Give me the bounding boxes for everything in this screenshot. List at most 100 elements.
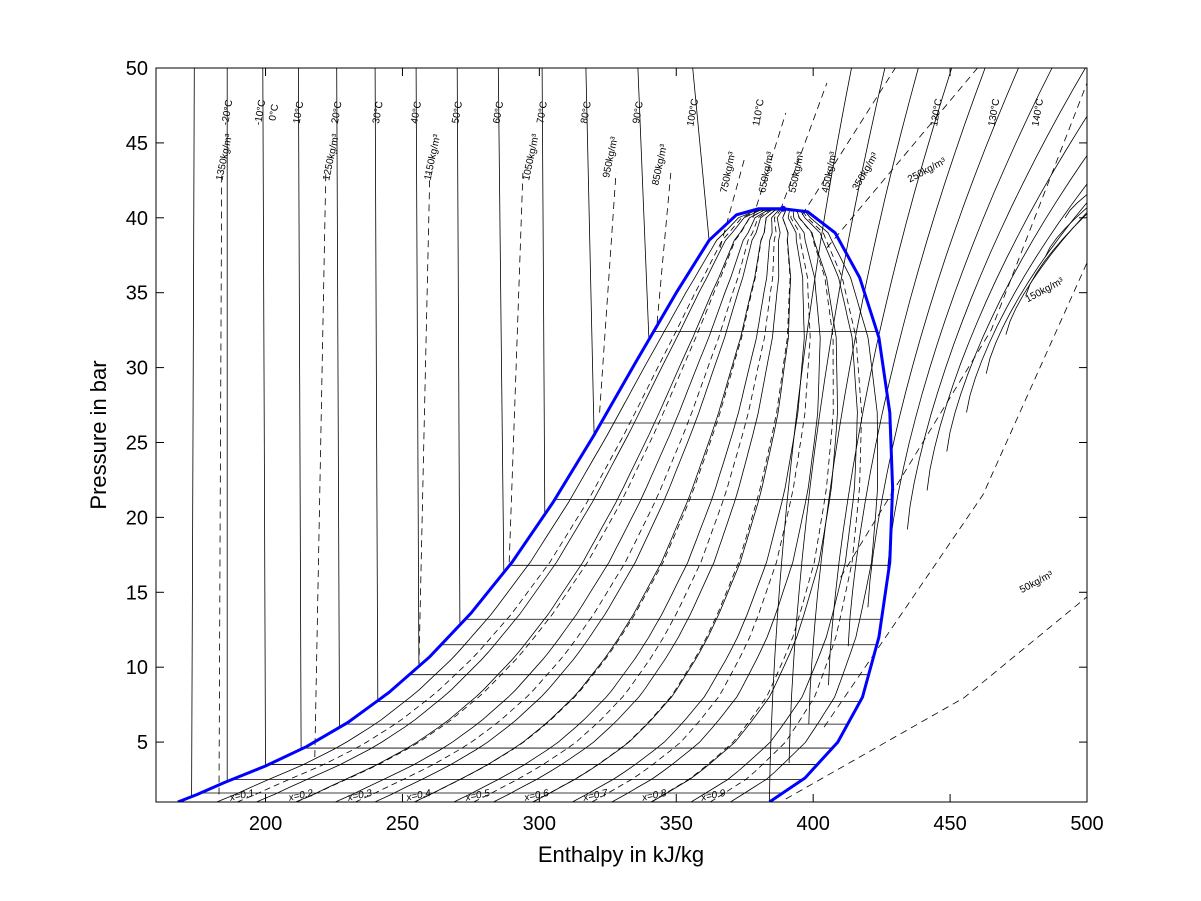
x-tick-label-4: 350 bbox=[660, 813, 693, 835]
two-phase-curve-13 bbox=[690, 208, 858, 802]
vapor-isotherm-14 bbox=[1025, 213, 1087, 296]
y-tick-label-7: 35 bbox=[126, 283, 148, 305]
isochore-6 bbox=[656, 172, 672, 323]
isotherm-5 bbox=[336, 68, 340, 728]
isotherm-label-5: 20°C bbox=[330, 101, 345, 125]
x-tick-label-5: 400 bbox=[796, 813, 829, 835]
two-phase-curve-14 bbox=[730, 208, 878, 802]
isochore-10 bbox=[801, 68, 896, 216]
vapor-isotherm-6 bbox=[867, 68, 1019, 608]
y-tick-label-5: 25 bbox=[126, 432, 148, 454]
vapor-isotherm-10 bbox=[946, 154, 1087, 452]
y-tick-label-3: 15 bbox=[126, 582, 148, 604]
y-tick-label-4: 20 bbox=[126, 507, 148, 529]
saturated-vapor-line bbox=[768, 207, 895, 802]
isotherm-label-17: 140°C bbox=[1030, 98, 1046, 127]
y-tick-label-9: 45 bbox=[126, 133, 148, 155]
two-phase-curve-3 bbox=[295, 208, 784, 802]
isotherm-4 bbox=[298, 68, 302, 749]
saturation-dome-layer bbox=[177, 205, 895, 802]
isochore-5 bbox=[599, 172, 617, 413]
vapor-isotherm-13 bbox=[1005, 211, 1087, 335]
quality-line-1 bbox=[236, 208, 784, 802]
isotherm-label-2: -10°C bbox=[253, 99, 268, 126]
y-tick-label-2: 10 bbox=[126, 657, 148, 679]
two-phase-curve-10 bbox=[572, 208, 805, 802]
quality-label-3: x=0.3 bbox=[346, 788, 374, 804]
vapor-isotherm-4 bbox=[828, 68, 953, 686]
two-phase-curve-4 bbox=[335, 208, 784, 802]
vapor-isotherm-3 bbox=[808, 68, 919, 725]
isochore-3 bbox=[418, 172, 431, 668]
quality-label-7: x=0.7 bbox=[581, 788, 609, 804]
x-axis-title: Enthalpy in kJ/kg bbox=[538, 842, 704, 867]
isotherm-1 bbox=[191, 68, 195, 797]
isotherm-label-14: 110°C bbox=[751, 98, 767, 127]
y-tick-label-10: 50 bbox=[126, 58, 148, 80]
isotherm-label-4: 10°C bbox=[292, 101, 307, 125]
two-phase-curve-11 bbox=[611, 208, 821, 802]
vapor-isotherm-7 bbox=[887, 68, 1053, 569]
vapor-isotherm-2 bbox=[788, 68, 886, 764]
quality-line-8 bbox=[650, 208, 834, 802]
quality-line-2 bbox=[296, 208, 784, 802]
two-phase-curve-8 bbox=[493, 208, 784, 802]
two-phase-curve-2 bbox=[256, 208, 784, 802]
two-phase-curve-5 bbox=[374, 208, 784, 802]
isochore-9 bbox=[779, 82, 828, 211]
vapor-isotherm-9 bbox=[926, 115, 1087, 491]
isotherm-10 bbox=[541, 68, 546, 515]
isotherm-3 bbox=[262, 68, 266, 767]
isotherm-7 bbox=[415, 68, 420, 666]
y-axis-title: Pressure in bar bbox=[86, 360, 111, 509]
isotherm-label-10: 70°C bbox=[535, 101, 550, 125]
two-phase-curve-7 bbox=[453, 208, 784, 802]
y-tick-label-6: 30 bbox=[126, 358, 148, 380]
isotherm-label-6: 30°C bbox=[371, 101, 386, 125]
quality-label-2: x=0.2 bbox=[287, 788, 315, 804]
vapor-isotherm-5 bbox=[847, 68, 986, 647]
quality-label-9: x=0.9 bbox=[699, 788, 727, 804]
isotherm-label-12: 90°C bbox=[631, 101, 646, 125]
isochore-7 bbox=[719, 157, 746, 248]
y-axis: 5 10 15 20 25 30 35 40 45 50 bbox=[126, 58, 1087, 754]
isotherm-13 bbox=[692, 68, 710, 241]
quality-label-1: x=0.1 bbox=[228, 788, 255, 804]
x-tick-label-7: 500 bbox=[1070, 813, 1103, 835]
x-axis: 200 250 300 350 400 450 500 bbox=[249, 68, 1104, 835]
quality-label-5: x=0.5 bbox=[463, 788, 491, 804]
two-phase-curve-1 bbox=[216, 208, 784, 802]
vapor-isotherm-1 bbox=[769, 68, 852, 802]
quality-line-7 bbox=[591, 208, 811, 802]
isotherm-11 bbox=[585, 68, 595, 436]
vapor-isotherm-11 bbox=[966, 183, 1087, 413]
isotherm-9 bbox=[497, 68, 505, 572]
quality-line-6 bbox=[532, 208, 791, 802]
x-tick-label-6: 450 bbox=[933, 813, 966, 835]
quality-line-4 bbox=[414, 208, 784, 802]
isotherm-6 bbox=[374, 68, 379, 701]
quality-line-9 bbox=[709, 208, 863, 802]
vapor-isotherm-12 bbox=[985, 202, 1087, 374]
isotherm-label-3: 0°C bbox=[267, 103, 281, 121]
isochore-8 bbox=[752, 112, 787, 218]
vapor-isotherm-8 bbox=[907, 68, 1086, 530]
isotherm-label-1: -20°C bbox=[220, 99, 235, 126]
isotherm-12 bbox=[637, 68, 650, 340]
vapor-isotherm-15 bbox=[1045, 207, 1087, 257]
y-tick-label-1: 5 bbox=[137, 732, 148, 754]
quality-line-3 bbox=[355, 208, 784, 802]
isotherm-8 bbox=[456, 68, 461, 624]
plot-frame bbox=[155, 67, 1088, 803]
critical-point-marker bbox=[780, 205, 787, 212]
isochore-12 bbox=[840, 82, 1087, 578]
isotherm-label-13: 100°C bbox=[685, 98, 701, 127]
isochore-13 bbox=[823, 262, 1087, 728]
isochore-4 bbox=[508, 172, 524, 563]
two-phase-curve-12 bbox=[651, 208, 838, 802]
isotherm-label-16: 130°C bbox=[987, 98, 1003, 127]
quality-line-5 bbox=[473, 208, 784, 802]
quality-label-6: x=0.6 bbox=[522, 788, 550, 804]
x-tick-label-1: 200 bbox=[249, 813, 282, 835]
